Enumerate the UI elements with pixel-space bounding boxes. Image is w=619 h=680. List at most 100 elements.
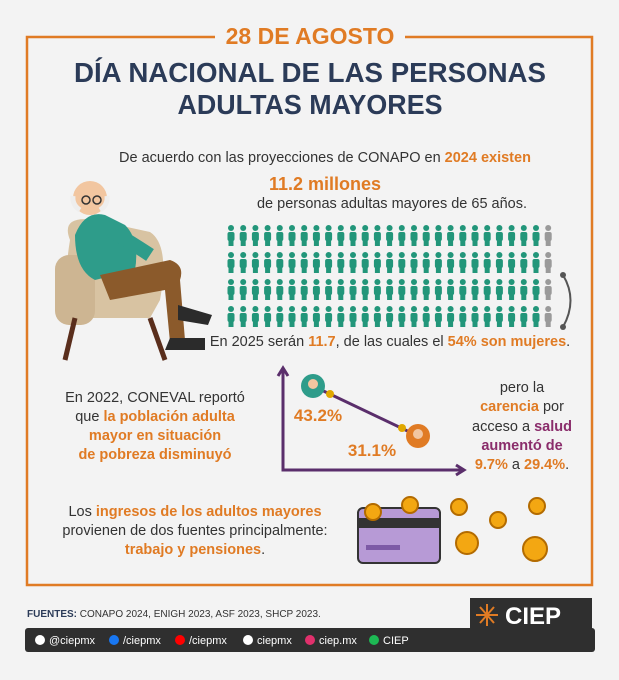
body — [471, 259, 479, 268]
head — [496, 252, 503, 258]
body — [276, 259, 284, 268]
body — [288, 259, 296, 268]
body — [251, 259, 259, 268]
person-icon — [386, 279, 394, 300]
legs — [435, 294, 441, 300]
head — [362, 252, 369, 258]
person-icon — [398, 252, 406, 273]
legs — [362, 240, 368, 246]
projection: En 2025 serán 11.7, de las cuales el 54%… — [210, 334, 570, 350]
title-line: ADULTAS MAYORES — [178, 89, 443, 120]
legs — [399, 294, 405, 300]
head — [374, 279, 381, 285]
health-line: 9.7% a 29.4%. — [475, 457, 569, 473]
body — [495, 286, 503, 295]
head — [496, 306, 503, 312]
legs — [277, 240, 283, 246]
legs — [374, 321, 380, 327]
legs — [509, 294, 515, 300]
text: provienen de dos fuentes principalmente: — [62, 523, 327, 539]
legs — [289, 294, 295, 300]
body — [386, 259, 394, 268]
body — [264, 313, 272, 322]
head — [398, 225, 405, 231]
highlight: 29.4% — [524, 457, 565, 473]
body — [361, 313, 369, 322]
head — [325, 279, 332, 285]
head — [545, 225, 552, 231]
person-icon — [471, 225, 479, 246]
card-coins-illustration — [357, 496, 548, 564]
head — [289, 252, 295, 258]
body — [312, 286, 320, 295]
legs — [228, 294, 234, 300]
legs — [496, 240, 502, 246]
person-icon — [300, 279, 308, 300]
person-icon — [544, 252, 552, 273]
legs — [472, 240, 478, 246]
legs — [533, 321, 539, 327]
head — [545, 252, 552, 258]
legs — [252, 267, 258, 273]
legs — [326, 321, 332, 327]
person-icon — [325, 279, 333, 300]
head — [240, 252, 247, 258]
head — [447, 279, 454, 285]
body — [386, 313, 394, 322]
legs — [533, 240, 539, 246]
legs — [350, 294, 356, 300]
highlight: mayor en situación — [89, 428, 221, 444]
social-handle[interactable]: ciep.mx — [319, 635, 357, 647]
person-icon — [386, 306, 394, 327]
person-icon — [264, 306, 272, 327]
social-handle[interactable]: /ciepmx — [189, 635, 227, 647]
person-icon — [337, 252, 345, 273]
head — [325, 225, 332, 231]
social-handle[interactable]: ciepmx — [257, 635, 292, 647]
person-icon — [264, 279, 272, 300]
legs — [448, 240, 454, 246]
person-icon — [508, 225, 516, 246]
title-line: DÍA NACIONAL DE LAS PERSONAS — [74, 57, 546, 88]
head — [472, 279, 478, 285]
text: . — [565, 457, 569, 473]
legs — [472, 294, 478, 300]
person-icon — [471, 252, 479, 273]
head — [459, 252, 466, 258]
legs — [338, 321, 344, 327]
pictogram — [227, 225, 552, 327]
person-icon — [288, 279, 296, 300]
legs — [326, 240, 332, 246]
person-icon — [508, 306, 516, 327]
text: por — [539, 399, 564, 415]
person-icon — [447, 306, 455, 327]
person-icon — [434, 225, 442, 246]
legs — [387, 240, 393, 246]
body — [434, 286, 442, 295]
head — [350, 252, 356, 258]
health-line: acceso a salud — [472, 419, 572, 435]
person-icon — [373, 306, 381, 327]
person-icon — [483, 279, 491, 300]
body — [398, 232, 406, 241]
highlight: 54% son mujeres — [448, 334, 566, 350]
head — [374, 225, 381, 231]
legs — [460, 321, 466, 327]
body — [532, 259, 540, 268]
body — [300, 313, 308, 322]
person-icon — [508, 252, 516, 273]
head — [276, 279, 283, 285]
legs — [399, 321, 405, 327]
head — [264, 225, 271, 231]
slope-diagram — [276, 365, 467, 477]
social-handle[interactable]: @ciepmx — [49, 635, 96, 647]
person-icon — [373, 279, 381, 300]
body — [483, 232, 491, 241]
poverty-line: de pobreza disminuyó — [78, 447, 231, 463]
legs — [484, 294, 490, 300]
legs — [387, 267, 393, 273]
social-handle[interactable]: /ciepmx — [123, 635, 161, 647]
social-handle[interactable]: CIEP — [383, 635, 409, 647]
head — [533, 225, 539, 231]
